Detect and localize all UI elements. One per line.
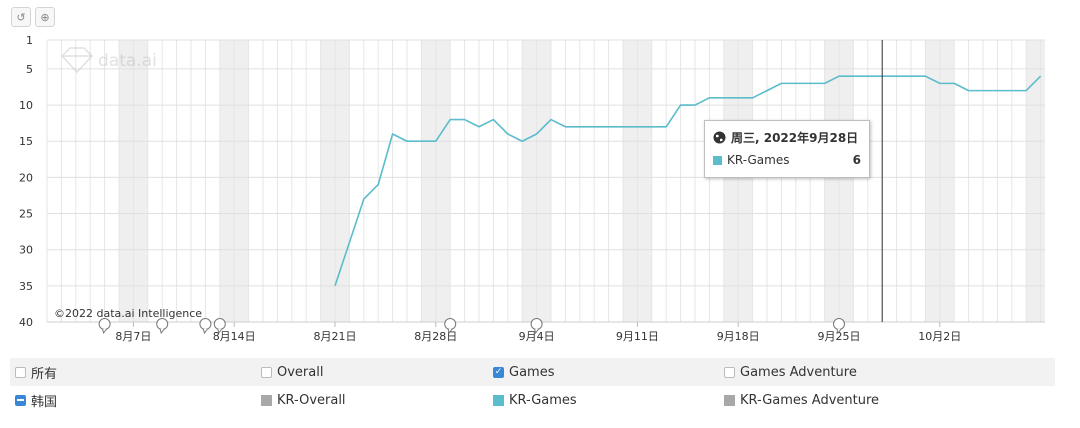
legend-kr-overall[interactable]: KR-Overall [261, 393, 346, 408]
event-marker-icon[interactable] [213, 318, 226, 335]
event-marker-tail [159, 328, 165, 335]
tooltip-value: 6 [852, 153, 861, 167]
event-marker-icon[interactable] [98, 318, 111, 335]
legend-kr-games-label: KR-Games [509, 392, 577, 408]
event-marker-bubble [156, 318, 169, 330]
y-tick-label: 15 [19, 135, 33, 148]
weekend-shading [119, 40, 1045, 322]
event-marker-icon[interactable] [530, 318, 543, 335]
legend-kr-games-adventure-label: KR-Games Adventure [740, 392, 880, 408]
checkbox-all[interactable] [15, 366, 26, 378]
series-layer [334, 75, 1042, 287]
tooltip-date: 周三, 2022年9月28日 [731, 131, 859, 145]
legend-overall[interactable]: Overall [261, 365, 323, 380]
legend-kr-games-adventure[interactable]: KR-Games Adventure [724, 393, 879, 408]
x-tick-label: 10月2日 [918, 330, 961, 343]
watermark-text: data.ai [98, 51, 157, 71]
legend-games[interactable]: ✓ Games [493, 365, 554, 380]
event-marker-icon[interactable] [833, 318, 845, 335]
event-marker-tail [447, 328, 453, 335]
legend-korea-label: 韩国 [31, 394, 58, 410]
legend-category-row: 所有 Overall ✓ Games Games Adventure [10, 358, 1055, 386]
y-tick-label: 25 [19, 208, 33, 221]
legend-games-adventure-label: Games Adventure [740, 364, 857, 380]
minus-icon [17, 399, 24, 401]
data-ai-logo-icon [60, 47, 94, 74]
event-marker-bubble [833, 318, 845, 330]
legend-kr-overall-label: KR-Overall [277, 392, 346, 408]
legend-country-row: 韩国 KR-Overall KR-Games KR-Games Adventur… [10, 386, 1055, 414]
event-marker-bubble [98, 318, 111, 330]
event-markers [98, 318, 845, 335]
y-tick-label: 20 [19, 171, 33, 184]
reset-zoom-button[interactable]: ↺ [11, 7, 31, 27]
event-marker-bubble [444, 318, 457, 330]
tooltip-swatch [713, 155, 722, 165]
kr-games-swatch [493, 394, 504, 406]
x-tick-label: 8月28日 [414, 330, 457, 343]
chart-toolbar: ↺ ⊕ [11, 7, 55, 27]
zoom-button[interactable]: ⊕ [35, 7, 55, 27]
event-marker-icon[interactable] [156, 318, 169, 335]
legend-games-label: Games [509, 364, 555, 380]
event-marker-bubble [530, 318, 543, 330]
x-tick-label: 9月25日 [818, 330, 861, 343]
x-tick-label: 8月21日 [314, 330, 357, 343]
legend-all[interactable]: 所有 [15, 363, 57, 382]
series-line-kr-games [334, 75, 1042, 287]
checkbox-overall[interactable] [261, 366, 272, 378]
kr-overall-swatch [261, 394, 272, 406]
zoom-icon: ⊕ [40, 11, 50, 24]
x-tick-label: 9月18日 [717, 330, 760, 343]
x-tick-label: 8月7日 [115, 330, 151, 343]
x-tick-label: 9月11日 [616, 330, 659, 343]
globe-icon [713, 131, 726, 144]
copyright-text: ©2022 data.ai Intelligence [54, 307, 203, 320]
x-tick-label: 9月4日 [519, 330, 555, 343]
x-tick-label: 8月14日 [213, 330, 256, 343]
reset-icon: ↺ [16, 11, 26, 24]
event-marker-icon[interactable] [199, 318, 212, 335]
checkbox-games[interactable]: ✓ [493, 366, 504, 378]
event-marker-tail [202, 328, 208, 335]
legend-overall-label: Overall [277, 364, 324, 380]
event-marker-tail [102, 328, 107, 335]
chart-tooltip: 周三, 2022年9月28日 KR-Games 6 [704, 120, 870, 178]
event-marker-tail [217, 328, 223, 335]
y-tick-label: 5 [26, 63, 33, 76]
event-marker-bubble [213, 318, 226, 330]
legend-all-label: 所有 [31, 366, 58, 382]
event-marker-tail [836, 328, 842, 335]
y-tick-label: 35 [19, 280, 33, 293]
chart-grid [46, 39, 1045, 323]
tooltip-series: KR-Games [727, 153, 790, 167]
y-tick-label: 40 [19, 316, 33, 329]
y-tick-label: 30 [19, 244, 33, 257]
y-tick-label: 1 [26, 34, 33, 47]
data-ai-watermark: data.ai [60, 47, 157, 74]
event-marker-bubble [199, 318, 212, 330]
checkbox-korea[interactable] [15, 394, 26, 406]
event-marker-icon[interactable] [444, 318, 457, 335]
legend-games-adventure[interactable]: Games Adventure [724, 365, 857, 380]
kr-games-adventure-swatch [724, 394, 735, 406]
legend-korea[interactable]: 韩国 [15, 391, 57, 410]
checkbox-games-adventure[interactable] [724, 366, 735, 378]
y-tick-label: 10 [19, 99, 33, 112]
event-marker-tail [534, 328, 539, 335]
legend-kr-games[interactable]: KR-Games [493, 393, 577, 408]
